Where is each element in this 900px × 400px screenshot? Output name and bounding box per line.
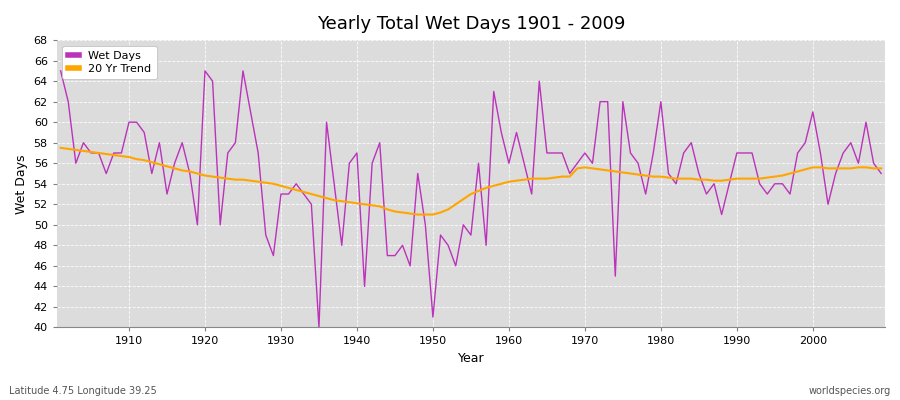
20 Yr Trend <box>511 178 522 183</box>
20 Yr Trend <box>116 154 127 158</box>
Title: Yearly Total Wet Days 1901 - 2009: Yearly Total Wet Days 1901 - 2009 <box>317 15 626 33</box>
20 Yr Trend <box>328 198 339 202</box>
20 Yr Trend <box>876 166 886 171</box>
20 Yr Trend <box>503 179 514 184</box>
Line: Wet Days: Wet Days <box>60 71 881 328</box>
20 Yr Trend <box>284 186 294 190</box>
Wet Days <box>602 99 613 104</box>
Wet Days <box>116 150 127 155</box>
Wet Days <box>503 161 514 166</box>
Legend: Wet Days, 20 Yr Trend: Wet Days, 20 Yr Trend <box>62 46 157 79</box>
Y-axis label: Wet Days: Wet Days <box>15 154 28 214</box>
20 Yr Trend <box>602 168 613 173</box>
Wet Days <box>337 243 347 248</box>
20 Yr Trend <box>55 146 66 150</box>
Wet Days <box>284 192 294 196</box>
Text: Latitude 4.75 Longitude 39.25: Latitude 4.75 Longitude 39.25 <box>9 386 157 396</box>
20 Yr Trend <box>412 212 423 217</box>
Wet Days <box>313 325 324 330</box>
Line: 20 Yr Trend: 20 Yr Trend <box>60 148 881 214</box>
Wet Days <box>511 130 522 135</box>
Wet Days <box>55 68 66 73</box>
Text: worldspecies.org: worldspecies.org <box>809 386 891 396</box>
X-axis label: Year: Year <box>457 352 484 365</box>
Wet Days <box>876 171 886 176</box>
